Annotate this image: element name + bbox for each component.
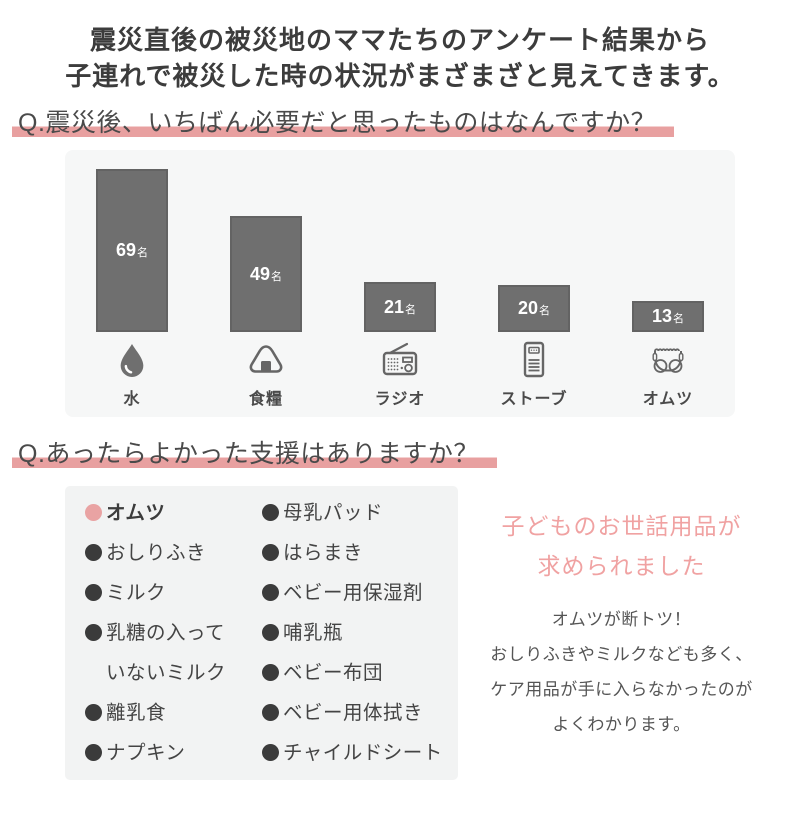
category-water: 水	[123, 391, 141, 408]
bullet-icon	[262, 744, 279, 761]
needs-bar-chart: 69 名 49 名 21 名 20 名 13 名	[65, 150, 735, 417]
summary-body: オムツが断トツ！ おしりふきやミルクなども多く、 ケア用品が手に入らなかったのが…	[466, 602, 777, 742]
summary-heading-line-1: 子どものお世話用品が	[501, 513, 742, 539]
summary-body-line-2: おしりふきやミルクなども多く、	[490, 645, 753, 664]
bar-stove: 20 名	[498, 285, 570, 332]
support-item: ナプキン	[85, 733, 262, 773]
bullet-icon	[85, 504, 102, 521]
bullet-icon	[85, 704, 102, 721]
summary-body-line-3: ケア用品が手に入らなかったのが	[490, 680, 753, 699]
stove-icon	[515, 340, 553, 380]
bullet-icon	[262, 704, 279, 721]
summary-heading: 子どものお世話用品が 求められました	[466, 506, 777, 586]
category-labels-row: 水 食糧 ラジオ ストーブ オムツ	[65, 385, 735, 409]
support-item: ミルク	[85, 573, 262, 613]
title-line-1: 震災直後の被災地のママたちのアンケート結果から	[90, 25, 710, 55]
rice-ball-icon	[246, 343, 286, 377]
summary-heading-line-2: 求められました	[537, 553, 706, 579]
diaper-icon	[647, 343, 689, 377]
title-line-2: 子連れで被災した時の状況がまざまざと見えてきます。	[65, 61, 735, 91]
bullet-icon	[262, 584, 279, 601]
support-item: 離乳食	[85, 693, 262, 733]
bottom-section: オムツ おしりふき ミルク 乳糖の入って いないミルク 離乳食	[65, 486, 785, 780]
water-drop-icon	[115, 340, 149, 380]
support-item: ベビー用体拭き	[262, 693, 443, 733]
bar-water: 69 名	[96, 169, 168, 332]
support-list-right-column: 母乳パッド はらまき ベビー用保湿剤 哺乳瓶 ベビー布団	[262, 493, 443, 780]
support-item: ベビー布団	[262, 653, 443, 693]
question-1-text: Q.震災後、いちばん必要だと思ったものはなんですか？	[12, 109, 675, 137]
question-2-text: Q.あったらよかった支援はありますか？	[12, 440, 497, 468]
bars-row: 69 名 49 名 21 名 20 名 13 名	[65, 150, 735, 332]
summary-block: 子どものお世話用品が 求められました オムツが断トツ！ おしりふきやミルクなども…	[458, 486, 785, 780]
support-list-left-column: オムツ おしりふき ミルク 乳糖の入って いないミルク 離乳食	[85, 493, 262, 780]
support-items-panel: オムツ おしりふき ミルク 乳糖の入って いないミルク 離乳食	[65, 486, 458, 780]
bar-diaper: 13 名	[632, 301, 704, 332]
bullet-icon	[262, 624, 279, 641]
survey-infographic: 震災直後の被災地のママたちのアンケート結果から 子連れで被災した時の状況がまざま…	[0, 22, 800, 822]
bullet-icon	[262, 504, 279, 521]
question-2-heading: Q.あったらよかった支援はありますか？	[12, 435, 800, 473]
summary-body-line-4: よくわかります。	[552, 715, 691, 734]
support-item: チャイルドシート	[262, 733, 443, 773]
support-item: 母乳パッド	[262, 493, 443, 533]
bullet-icon	[85, 624, 102, 641]
bar-radio-value: 21	[383, 296, 405, 317]
bullet-icon	[85, 584, 102, 601]
bar-diaper-value: 13	[651, 306, 673, 326]
support-item: はらまき	[262, 533, 443, 573]
question-1-heading: Q.震災後、いちばん必要だと思ったものはなんですか？	[12, 104, 800, 142]
support-item: おしりふき	[85, 533, 262, 573]
category-radio: ラジオ	[374, 391, 426, 408]
page-title: 震災直後の被災地のママたちのアンケート結果から 子連れで被災した時の状況がまざま…	[0, 22, 800, 94]
radio-icon	[380, 341, 420, 379]
support-item: 乳糖の入って いないミルク	[85, 613, 262, 693]
bar-stove-value: 20	[517, 298, 539, 318]
summary-body-line-1: オムツが断トツ！	[551, 610, 692, 629]
category-food: 食糧	[248, 391, 283, 408]
support-item: ベビー用保湿剤	[262, 573, 443, 613]
category-diaper: オムツ	[642, 391, 694, 408]
bullet-icon	[262, 664, 279, 681]
category-stove: ストーブ	[500, 391, 568, 408]
bar-radio: 21 名	[364, 282, 436, 332]
bullet-icon	[262, 544, 279, 561]
bar-food-value: 49	[249, 263, 271, 284]
icons-row	[65, 336, 735, 384]
bar-food: 49 名	[230, 216, 302, 332]
bullet-icon	[85, 544, 102, 561]
support-item: オムツ	[85, 493, 262, 533]
bar-water-value: 69	[115, 240, 137, 260]
bullet-icon	[85, 744, 102, 761]
support-item: 哺乳瓶	[262, 613, 443, 653]
